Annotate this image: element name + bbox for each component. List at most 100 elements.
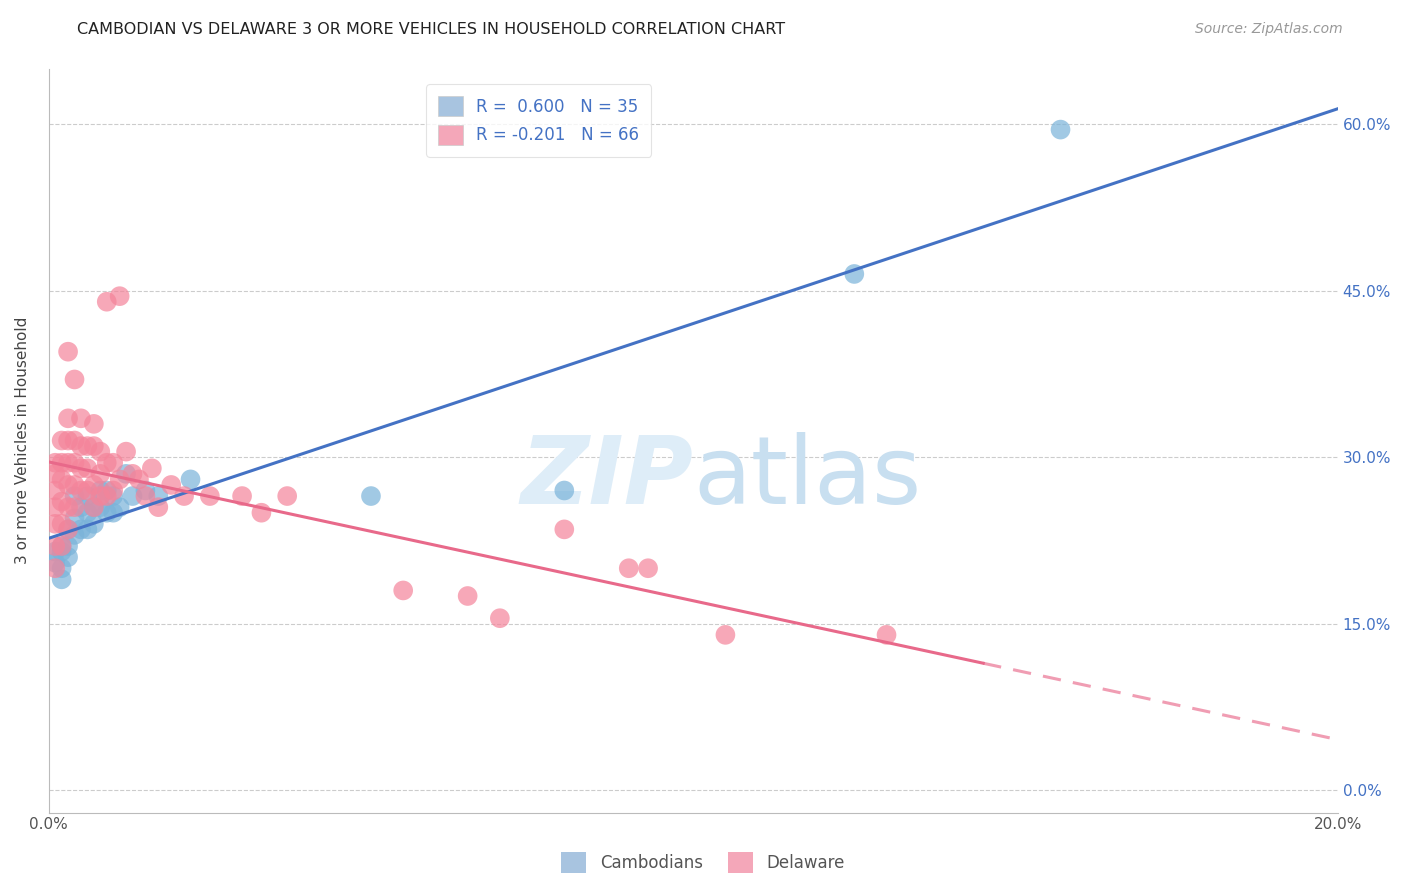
Point bbox=[44, 500, 66, 515]
Point bbox=[180, 472, 202, 486]
Point bbox=[76, 489, 98, 503]
Point bbox=[44, 516, 66, 531]
Point bbox=[44, 544, 66, 558]
Point bbox=[70, 500, 93, 515]
Point bbox=[76, 439, 98, 453]
Point bbox=[51, 494, 73, 508]
Point bbox=[231, 489, 253, 503]
Point bbox=[56, 500, 79, 515]
Point bbox=[63, 489, 86, 503]
Point bbox=[89, 483, 111, 498]
Point bbox=[63, 528, 86, 542]
Point bbox=[76, 522, 98, 536]
Point bbox=[83, 417, 105, 431]
Legend: R =  0.600   N = 35, R = -0.201   N = 66: R = 0.600 N = 35, R = -0.201 N = 66 bbox=[426, 84, 651, 157]
Point bbox=[70, 461, 93, 475]
Point bbox=[96, 483, 118, 498]
Point bbox=[83, 439, 105, 453]
Point bbox=[56, 478, 79, 492]
Point bbox=[876, 628, 898, 642]
Point bbox=[96, 506, 118, 520]
Point bbox=[392, 583, 415, 598]
Point bbox=[51, 472, 73, 486]
Point bbox=[44, 561, 66, 575]
Point bbox=[103, 456, 125, 470]
Point bbox=[44, 456, 66, 470]
Point bbox=[51, 572, 73, 586]
Point bbox=[457, 589, 479, 603]
Point bbox=[134, 483, 156, 498]
Point bbox=[76, 506, 98, 520]
Point bbox=[51, 561, 73, 575]
Point bbox=[89, 489, 111, 503]
Point bbox=[56, 411, 79, 425]
Point bbox=[108, 500, 131, 515]
Legend: Cambodians, Delaware: Cambodians, Delaware bbox=[555, 846, 851, 880]
Point bbox=[1049, 122, 1071, 136]
Text: Source: ZipAtlas.com: Source: ZipAtlas.com bbox=[1195, 22, 1343, 37]
Point bbox=[70, 411, 93, 425]
Point bbox=[637, 561, 659, 575]
Point bbox=[83, 500, 105, 515]
Point bbox=[553, 483, 575, 498]
Point bbox=[96, 489, 118, 503]
Y-axis label: 3 or more Vehicles in Household: 3 or more Vehicles in Household bbox=[15, 317, 30, 565]
Point bbox=[96, 456, 118, 470]
Point bbox=[103, 506, 125, 520]
Point bbox=[56, 539, 79, 553]
Point bbox=[103, 489, 125, 503]
Text: CAMBODIAN VS DELAWARE 3 OR MORE VEHICLES IN HOUSEHOLD CORRELATION CHART: CAMBODIAN VS DELAWARE 3 OR MORE VEHICLES… bbox=[77, 22, 786, 37]
Point bbox=[108, 289, 131, 303]
Point bbox=[108, 472, 131, 486]
Point bbox=[360, 489, 382, 503]
Text: atlas: atlas bbox=[693, 432, 921, 524]
Point bbox=[56, 522, 79, 536]
Point bbox=[51, 539, 73, 553]
Point bbox=[83, 500, 105, 515]
Point bbox=[714, 628, 737, 642]
Point bbox=[121, 489, 143, 503]
Point bbox=[96, 294, 118, 309]
Point bbox=[148, 500, 170, 515]
Point bbox=[83, 478, 105, 492]
Point bbox=[70, 522, 93, 536]
Point bbox=[148, 489, 170, 503]
Point bbox=[51, 544, 73, 558]
Text: ZIP: ZIP bbox=[520, 432, 693, 524]
Point bbox=[63, 500, 86, 515]
Point bbox=[56, 550, 79, 565]
Point bbox=[63, 478, 86, 492]
Point bbox=[141, 461, 163, 475]
Point bbox=[103, 483, 125, 498]
Point bbox=[89, 467, 111, 481]
Point bbox=[56, 434, 79, 448]
Point bbox=[63, 372, 86, 386]
Point bbox=[44, 556, 66, 570]
Point bbox=[44, 467, 66, 481]
Point bbox=[121, 467, 143, 481]
Point bbox=[51, 434, 73, 448]
Point bbox=[63, 456, 86, 470]
Point bbox=[553, 522, 575, 536]
Point bbox=[276, 489, 298, 503]
Point bbox=[83, 516, 105, 531]
Point bbox=[173, 489, 195, 503]
Point bbox=[198, 489, 221, 503]
Point bbox=[56, 522, 79, 536]
Point bbox=[76, 483, 98, 498]
Point bbox=[70, 439, 93, 453]
Point bbox=[56, 456, 79, 470]
Point bbox=[56, 344, 79, 359]
Point bbox=[489, 611, 512, 625]
Point bbox=[44, 483, 66, 498]
Point bbox=[51, 456, 73, 470]
Point bbox=[51, 539, 73, 553]
Point bbox=[134, 489, 156, 503]
Point bbox=[128, 472, 150, 486]
Point bbox=[160, 478, 183, 492]
Point bbox=[63, 434, 86, 448]
Point bbox=[44, 539, 66, 553]
Point bbox=[76, 461, 98, 475]
Point bbox=[70, 483, 93, 498]
Point bbox=[115, 467, 138, 481]
